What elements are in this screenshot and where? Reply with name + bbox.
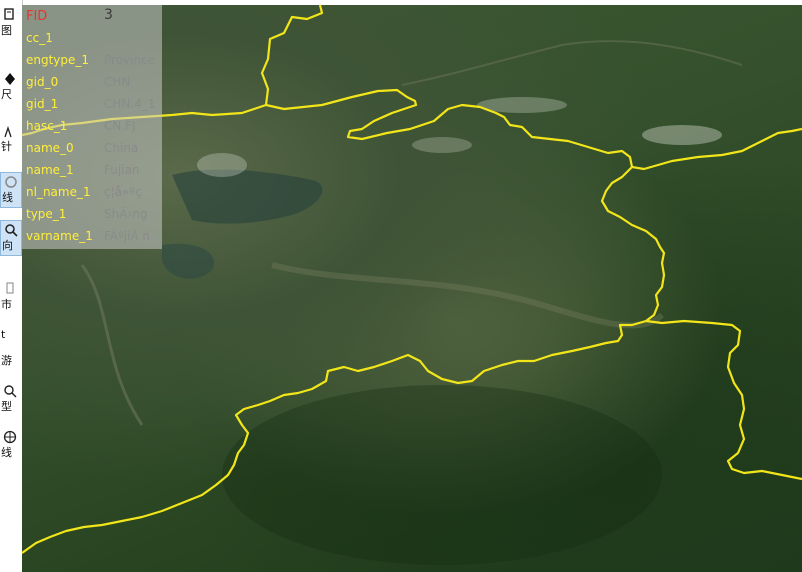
ruler-icon xyxy=(5,73,15,85)
province-boundary-line xyxy=(22,5,802,554)
attribute-key: name_1 xyxy=(26,163,74,177)
province-boundary-layer xyxy=(22,5,802,554)
ruler-tool-button[interactable]: 尺 xyxy=(0,70,22,106)
t-tool-button[interactable]: t xyxy=(0,310,22,346)
attribute-value: China xyxy=(104,141,139,155)
attribute-value: Fujian xyxy=(104,163,140,177)
tool-label: 线 xyxy=(2,191,13,204)
attribute-row: name_0 China xyxy=(22,137,162,159)
tool-label: 线 xyxy=(1,446,12,459)
attribute-value: ç¦å»ºç xyxy=(104,185,142,199)
attribute-key: cc_1 xyxy=(26,31,53,45)
search-icon xyxy=(5,224,18,237)
tool-label: 尺 xyxy=(1,88,12,101)
walk-icon xyxy=(3,338,17,352)
globe-line-icon xyxy=(3,430,17,444)
attribute-key: hasc_1 xyxy=(26,119,68,133)
attribute-row: gid_1 CHN.4_1 xyxy=(22,93,162,115)
attribute-row: type_1 ShÄ›ng xyxy=(22,203,162,225)
globe-line-tool-button[interactable]: 线 xyxy=(0,428,22,464)
city-tool-button[interactable]: 市 xyxy=(0,280,22,316)
tool-sidebar: 图 尺 针 线 向 市 t 游 型 线 xyxy=(0,0,23,572)
layers-tool-button[interactable]: 图 xyxy=(0,6,22,42)
tool-label: 向 xyxy=(2,239,13,252)
attribute-row: varname_1 FÃºjiÃ n xyxy=(22,225,162,247)
attribute-row: engtype_1 Province xyxy=(22,49,162,71)
attribute-row: name_1 Fujian xyxy=(22,159,162,181)
attribute-row: cc_1 xyxy=(22,27,162,49)
attribute-row: gid_0 CHN xyxy=(22,71,162,93)
attribute-value: Province xyxy=(104,53,156,67)
tool-label: 图 xyxy=(1,24,12,37)
walk-tool-button[interactable]: 游 xyxy=(0,336,22,372)
tool-label: 针 xyxy=(1,140,12,153)
attribute-value: CHN.4_1 xyxy=(104,97,156,111)
map-terrain-layer xyxy=(80,40,743,565)
attribute-value: CN.FJ xyxy=(104,119,136,133)
compass-tool-button[interactable]: 针 xyxy=(0,122,22,158)
attribute-key: FID xyxy=(26,9,48,24)
tool-label: 型 xyxy=(1,400,12,413)
attribute-key: varname_1 xyxy=(26,229,93,243)
tool-icon xyxy=(3,312,17,326)
line-tool-button[interactable]: 线 xyxy=(0,172,22,208)
model-tool-button[interactable]: 型 xyxy=(0,382,22,418)
attribute-value: FÃºjiÃ n xyxy=(104,229,150,243)
attribute-key: gid_0 xyxy=(26,75,59,89)
tool-label: t xyxy=(1,328,6,341)
attribute-row-fid: FID 3 xyxy=(22,5,162,27)
feature-attribute-panel: FID 3 cc_1 engtype_1 Province gid_0 CHN … xyxy=(22,5,162,249)
attribute-key: nl_name_1 xyxy=(26,185,91,199)
attribute-row: hasc_1 CN.FJ xyxy=(22,115,162,137)
layer-icon xyxy=(4,8,14,20)
attribute-value: CHN xyxy=(104,75,131,89)
attribute-key: type_1 xyxy=(26,207,67,221)
attribute-key: gid_1 xyxy=(26,97,59,111)
attribute-key: name_0 xyxy=(26,141,74,155)
attribute-value: ShÄ›ng xyxy=(104,207,148,221)
tool-label: 市 xyxy=(1,298,12,311)
compass-icon xyxy=(4,125,12,138)
line-icon xyxy=(5,176,17,188)
building-icon xyxy=(6,282,14,294)
tool-label: 游 xyxy=(1,354,12,367)
model-icon xyxy=(4,385,17,398)
attribute-value: 3 xyxy=(104,7,113,23)
attribute-row: nl_name_1 ç¦å»ºç xyxy=(22,181,162,203)
direction-tool-button[interactable]: 向 xyxy=(0,220,22,256)
attribute-key: engtype_1 xyxy=(26,53,90,67)
